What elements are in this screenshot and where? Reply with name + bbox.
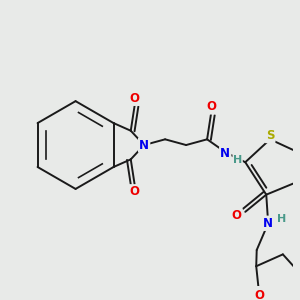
Text: O: O [232,209,242,222]
Text: N: N [220,147,230,160]
Text: N: N [139,139,149,152]
Text: O: O [130,185,140,198]
Text: H: H [277,214,286,224]
Text: N: N [263,217,273,230]
Text: H: H [233,155,242,165]
Text: O: O [254,289,264,300]
Text: O: O [206,100,216,113]
Text: O: O [130,92,140,105]
Text: S: S [266,129,274,142]
